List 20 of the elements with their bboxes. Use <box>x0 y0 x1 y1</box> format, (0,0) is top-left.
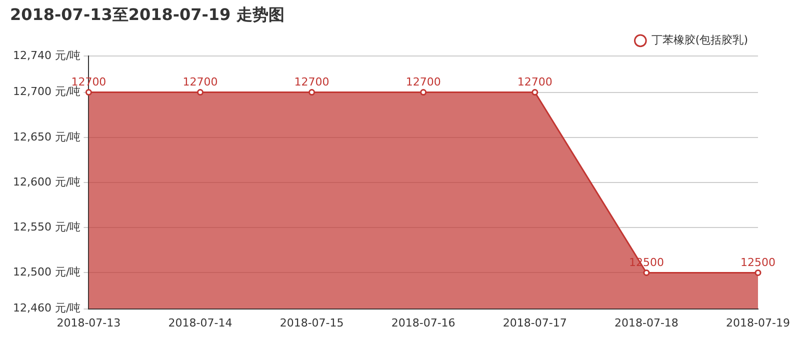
y-tick-label: 12,500 元/吨 <box>12 266 81 279</box>
data-label: 12700 <box>182 76 218 89</box>
data-label: 12500 <box>740 256 776 270</box>
y-tick-label: 12,650 元/吨 <box>12 130 81 144</box>
x-tick-label: 2018-07-14 <box>168 316 232 330</box>
y-tick-label: 12,460 元/吨 <box>12 302 81 315</box>
legend-label: 丁苯橡胶(包括胶乳) <box>651 34 748 47</box>
data-label: 12700 <box>294 76 330 89</box>
y-tick-label: 12,550 元/吨 <box>12 220 81 234</box>
x-tick-label: 2018-07-17 <box>502 316 567 330</box>
x-tick-label: 2018-07-19 <box>726 316 790 330</box>
x-tick-label: 2018-07-16 <box>391 316 456 330</box>
x-tick-label: 2018-07-15 <box>280 316 344 330</box>
data-label: 12700 <box>406 76 441 89</box>
chart-title: 2018-07-13至2018-07-19 走势图 <box>10 4 284 24</box>
data-label: 12700 <box>517 76 552 89</box>
y-tick-label: 12,740 元/吨 <box>12 49 81 62</box>
x-tick-label: 2018-07-18 <box>614 316 678 330</box>
x-tick-label: 2018-07-13 <box>56 316 121 330</box>
y-tick-label: 12,600 元/吨 <box>12 175 81 188</box>
